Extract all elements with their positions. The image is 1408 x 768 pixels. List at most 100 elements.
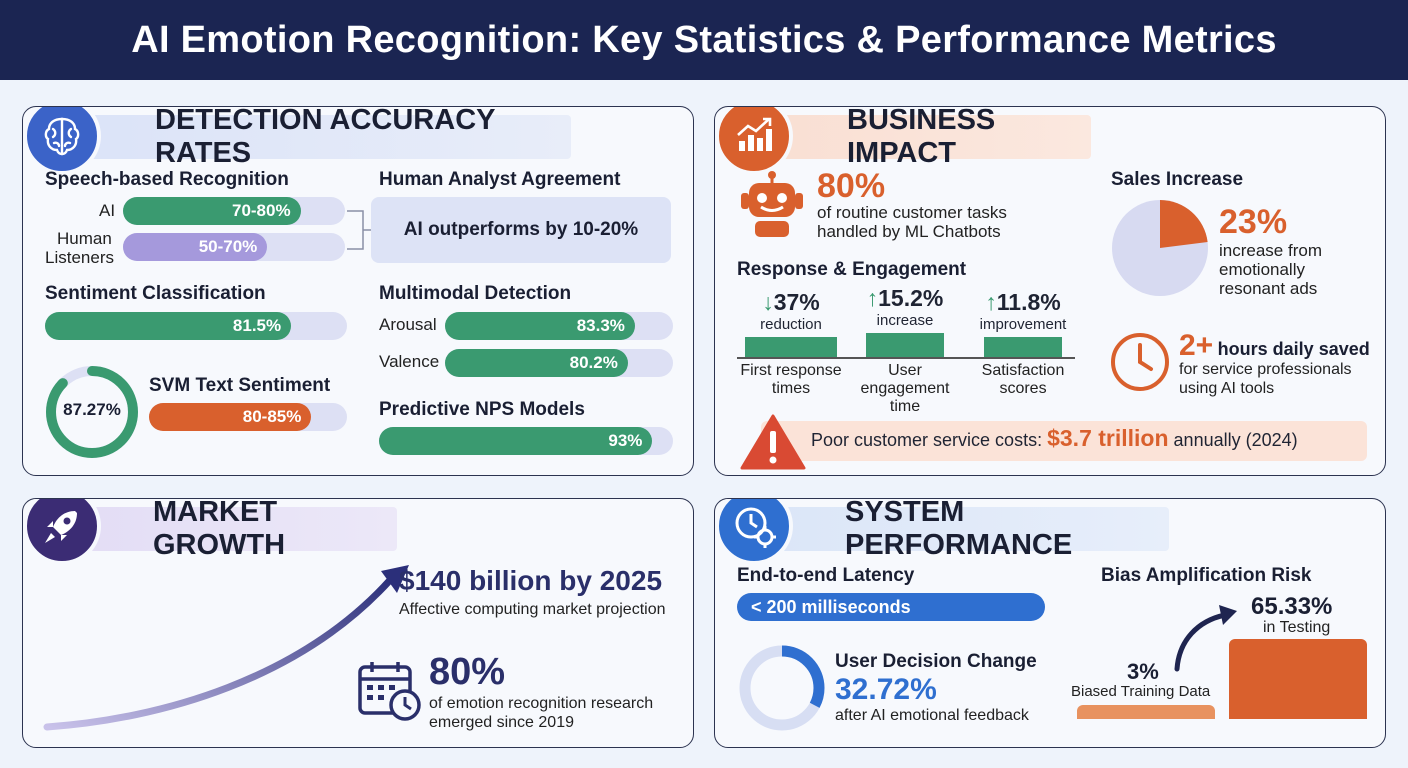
svm-ring-chart (46, 366, 138, 458)
valence-bar-fill: 80.2% (445, 349, 628, 377)
engagement-bar-1 (745, 337, 837, 359)
bias-top-caption: in Testing (1263, 619, 1331, 636)
sales-label: Sales Increase (1111, 169, 1244, 190)
sales-line-3: resonant ads (1219, 279, 1318, 298)
bias-low-caption: Biased Training Data (1071, 683, 1211, 700)
svm-bar-fill: 80-85% (149, 403, 312, 431)
bias-top-bar (1229, 639, 1367, 719)
system-performance-panel: SYSTEM PERFORMANCE End-to-end Latency < … (714, 498, 1386, 748)
engagement-label: Response & Engagement (737, 259, 967, 280)
clock-icon (1109, 331, 1171, 398)
human-agreement-text: AI outperforms by 10-20% (403, 219, 639, 240)
sales-pie-chart (1112, 200, 1208, 296)
engagement-bar-3 (984, 337, 1062, 359)
speech-ai-bar: 70-80% (123, 197, 345, 225)
multimodal-label: Multimodal Detection (379, 283, 572, 304)
decision-label: User Decision Change (835, 651, 1037, 672)
valence-bar: 80.2% (445, 349, 673, 377)
cost-row: Poor customer service costs: $3.7 trilli… (811, 425, 1298, 452)
speech-human-bar-fill: 50-70% (123, 233, 268, 261)
speech-human-label-1: Human (57, 229, 112, 248)
cost-banner (761, 421, 1367, 461)
decision-ring-arc (739, 645, 825, 731)
speech-human-label-2: Listeners (45, 248, 114, 267)
rocket-icon (23, 499, 101, 565)
engagement-value-3: 11.8% (996, 289, 1061, 315)
latency-bar: < 200 milliseconds (737, 593, 1045, 621)
clock-gear-icon (715, 499, 793, 565)
sentiment-classification-label: Sentiment Classification (45, 283, 266, 304)
arousal-bar: 83.3% (445, 312, 673, 340)
chatbot-value: 80% (817, 167, 886, 205)
nps-value: 93% (608, 431, 643, 450)
projection-value: $140 billion by 2025 (399, 565, 663, 596)
sales-line-1: increase from (1219, 241, 1322, 260)
engagement-sub-1: reduction (760, 316, 822, 333)
nps-bar: 93% (379, 427, 673, 455)
arousal-bar-fill: 83.3% (445, 312, 635, 340)
engagement-value-1: 37% (773, 289, 820, 315)
nps-label: Predictive NPS Models (379, 399, 585, 420)
robot-icon (739, 171, 805, 246)
latency-value: < 200 milliseconds (751, 596, 911, 617)
engagement-sub-3: improvement (979, 316, 1067, 333)
chatbot-line-2: handled by ML Chatbots (817, 222, 1001, 241)
engagement-item-2: ↑15.2% increase (855, 285, 955, 359)
sales-pie-slice (1160, 200, 1208, 248)
sentiment-bar: 81.5% (45, 312, 347, 340)
decision-ring-chart (739, 645, 825, 731)
page-title: AI Emotion Recognition: Key Statistics &… (131, 18, 1277, 61)
bias-top-value: 65.33% (1251, 593, 1333, 620)
engagement-bar-2 (866, 333, 944, 359)
detection-panel-title: DETECTION ACCURACY RATES (73, 107, 571, 169)
research-value: 80% (429, 651, 506, 693)
header-bar: AI Emotion Recognition: Key Statistics &… (0, 0, 1408, 80)
engagement-caption-1b: times (771, 380, 811, 397)
engagement-sub-2: increase (876, 312, 934, 329)
latency-label: End-to-end Latency (737, 565, 915, 586)
bias-low-bar (1077, 705, 1215, 719)
engagement-caption-3a: Satisfaction (981, 362, 1065, 379)
engagement-caption-2c: time (889, 398, 921, 415)
cost-value: $3.7 trillion (1047, 425, 1169, 451)
bias-low-value: 3% (1127, 659, 1159, 684)
business-impact-panel: BUSINESS IMPACT 80% of routine customer … (714, 106, 1386, 476)
warning-icon (739, 413, 807, 475)
svm-ring-arc (46, 366, 138, 458)
bias-arrow-icon (1174, 605, 1237, 672)
research-line-2: emerged since 2019 (429, 714, 574, 731)
decision-value: 32.72% (835, 673, 937, 706)
arousal-label: Arousal (379, 315, 437, 334)
engagement-caption-2a: User (888, 362, 922, 379)
svm-bar: 80-85% (149, 403, 347, 431)
speech-ai-value: 70-80% (231, 201, 291, 220)
hours-line-2: using AI tools (1179, 380, 1275, 397)
decision-caption: after AI emotional feedback (835, 707, 1029, 724)
arousal-value: 83.3% (576, 316, 625, 335)
speech-human-value: 50-70% (198, 237, 258, 256)
speech-human-bar: 50-70% (123, 233, 345, 261)
cost-prefix: Poor customer service costs: (811, 430, 1043, 450)
sales-line-2: emotionally (1219, 260, 1305, 279)
svm-label: SVM Text Sentiment (149, 375, 331, 396)
market-panel-title: MARKET GROWTH (73, 499, 397, 561)
engagement-item-3: ↑11.8% improvement (967, 289, 1079, 359)
bias-label: Bias Amplification Risk (1101, 565, 1312, 586)
speech-ai-bar-fill: 70-80% (123, 197, 301, 225)
sales-value: 23% (1219, 203, 1288, 241)
human-agreement-label: Human Analyst Agreement (379, 169, 621, 190)
chatbot-line-1: of routine customer tasks (817, 203, 1007, 222)
engagement-caption-2b: engagement (860, 380, 950, 397)
growth-chart-icon (715, 107, 793, 175)
system-panel-title: SYSTEM PERFORMANCE (765, 499, 1169, 561)
hours-line-1: for service professionals (1179, 361, 1352, 378)
engagement-caption-1a: First response (740, 362, 842, 379)
brain-icon (23, 107, 101, 175)
valence-value: 80.2% (569, 353, 618, 372)
engagement-baseline (737, 357, 1075, 359)
sentiment-value: 81.5% (232, 316, 282, 335)
speech-recognition-label: Speech-based Recognition (45, 169, 289, 190)
engagement-item-1: ↓37% reduction (737, 289, 845, 359)
svm-value: 80-85% (242, 407, 302, 426)
svm-ring-value: 87.27% (63, 400, 121, 419)
